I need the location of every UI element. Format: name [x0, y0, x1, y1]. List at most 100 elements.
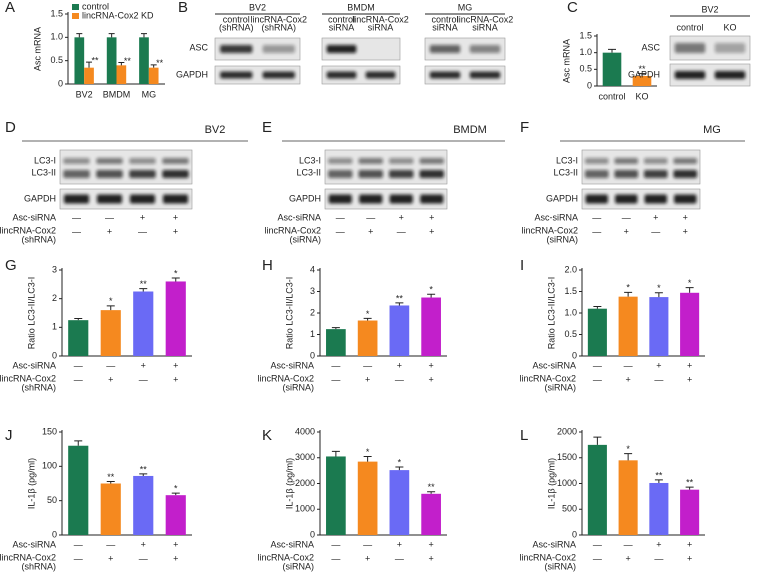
blot-band: [674, 194, 697, 204]
bar: [357, 461, 378, 535]
bar: [389, 470, 410, 535]
condition-sign: —: [363, 539, 372, 549]
error-bar: [74, 317, 83, 321]
bar: [326, 329, 346, 356]
error-bar: [76, 33, 83, 38]
condition-label: lincRNA-Cox2: [0, 373, 56, 383]
blot-band: [328, 158, 353, 164]
x-tick-label: MG: [142, 89, 157, 99]
condition-sign: —: [654, 374, 663, 384]
legend-label: control: [82, 1, 109, 11]
y-tick-label: 4000: [295, 426, 315, 436]
condition-sign: +: [365, 374, 370, 384]
row-label: ASC: [189, 42, 208, 52]
condition-sign: +: [624, 226, 629, 236]
column-label: control: [328, 14, 355, 24]
y-tick-label: 1.5: [564, 286, 577, 296]
blot-band: [359, 194, 383, 204]
row-label: LC3-I: [299, 155, 321, 165]
condition-sign: +: [107, 226, 112, 236]
legend-swatch: [72, 13, 79, 19]
y-tick-label: 0: [310, 350, 315, 360]
x-tick-label: KO: [635, 91, 648, 101]
condition-sign: +: [428, 539, 433, 549]
row-label: LC3-II: [553, 167, 578, 177]
condition-label: (siRNA): [547, 234, 579, 244]
error-bar: [363, 317, 372, 321]
bar: [68, 445, 89, 535]
bar: [68, 320, 89, 356]
significance: **: [140, 464, 148, 474]
y-tick-label: 1.5: [50, 8, 63, 18]
significance: *: [174, 483, 178, 493]
condition-label: (siRNA): [283, 561, 315, 571]
condition-sign: —: [336, 212, 345, 222]
error-bar: [593, 306, 602, 309]
condition-sign: —: [331, 360, 340, 370]
blot-title: BMDM: [347, 2, 375, 12]
condition-sign: —: [395, 553, 404, 563]
condition-sign: +: [625, 374, 630, 384]
column-label: lincRNA-Cox2: [250, 14, 307, 24]
blot-band: [469, 71, 501, 79]
condition-sign: —: [74, 360, 83, 370]
blot-band: [262, 71, 295, 79]
blot-band: [63, 170, 90, 178]
condition-sign: —: [624, 539, 633, 549]
row-label: ASC: [641, 42, 660, 52]
row-label: LC3-I: [34, 155, 56, 165]
error-bar: [624, 453, 633, 461]
condition-sign: —: [138, 226, 147, 236]
significance: **: [396, 293, 404, 303]
bar: [680, 489, 700, 535]
condition-sign: +: [108, 374, 113, 384]
blot-band: [714, 43, 746, 53]
condition-sign: —: [331, 539, 340, 549]
blot-band: [673, 170, 698, 178]
blot-background: [324, 188, 448, 210]
blot-band: [389, 170, 414, 178]
y-tick-label: 1.0: [50, 32, 63, 42]
y-axis-label: Ratio LC3-II/LC3-I: [284, 277, 294, 350]
y-tick-label: 1.0: [564, 307, 577, 317]
condition-sign: +: [653, 212, 658, 222]
row-label: GAPDH: [289, 193, 321, 203]
blot-band: [419, 170, 444, 178]
condition-sign: —: [105, 212, 114, 222]
row-label: LC3-II: [296, 167, 321, 177]
blot-background: [669, 63, 751, 87]
condition-sign: +: [428, 553, 433, 563]
blot-band: [220, 71, 253, 79]
blot-band: [96, 170, 123, 178]
bar: [148, 67, 159, 84]
error-bar: [654, 479, 663, 483]
y-tick-label: 3000: [295, 452, 315, 462]
condition-sign: +: [173, 539, 178, 549]
significance: *: [398, 457, 402, 467]
condition-sign: +: [173, 212, 178, 222]
blot-band: [162, 170, 189, 178]
blot-band: [419, 158, 444, 164]
condition-sign: +: [140, 212, 145, 222]
condition-label: (shRNA): [21, 561, 56, 571]
y-axis-label: IL-1β (pg/ml): [546, 458, 556, 509]
error-bar: [395, 302, 404, 306]
significance: **: [156, 58, 164, 68]
error-bar: [106, 480, 115, 484]
bar: [421, 493, 441, 535]
column-label: KO: [723, 22, 736, 32]
blot-background: [59, 188, 193, 210]
blot-band: [420, 194, 444, 204]
y-tick-label: 2000: [557, 426, 577, 436]
y-tick-label: 1: [310, 329, 315, 339]
blot-band: [674, 43, 706, 53]
condition-sign: —: [593, 374, 602, 384]
y-axis-label: Asc mRNA: [561, 39, 571, 83]
condition-sign: +: [173, 226, 178, 236]
blot-background: [214, 37, 301, 61]
blot-background: [321, 37, 401, 61]
y-tick-label: 1.5: [579, 30, 592, 40]
condition-sign: —: [592, 226, 601, 236]
blot-background: [59, 149, 193, 185]
significance: **: [686, 477, 694, 487]
